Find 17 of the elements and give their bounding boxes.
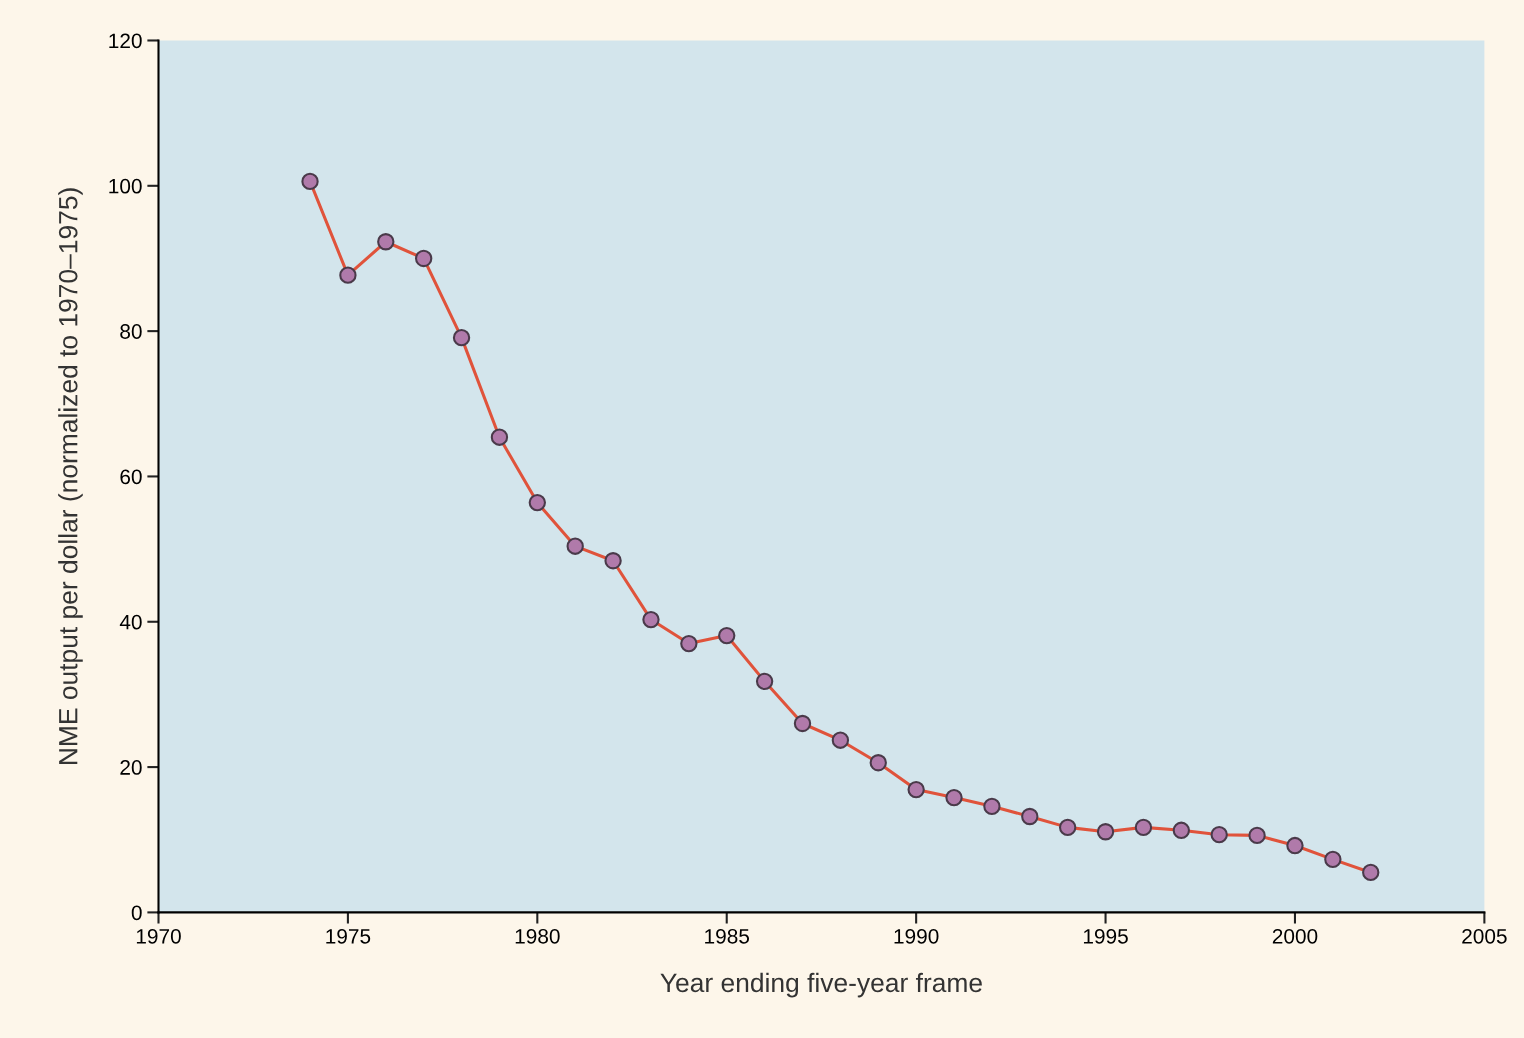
x-tick-label: 1995	[1083, 928, 1128, 944]
y-tick-label: 120	[109, 33, 142, 49]
y-tick-label: 60	[120, 469, 142, 485]
x-tick-label: 1980	[515, 928, 560, 944]
x-tick-label: 2000	[1272, 928, 1318, 944]
x-tick-label: 1970	[136, 928, 181, 944]
x-axis-title: Year ending five-year frame	[660, 972, 982, 998]
y-axis-title: NME output per dollar (normalized to 1970–1975)	[58, 188, 83, 764]
y-tick-label: 0	[131, 905, 142, 921]
y-tick-label: 100	[109, 178, 142, 194]
x-tick-label: 1985	[705, 928, 750, 944]
y-tick-label: 40	[119, 614, 142, 630]
x-tick-label: 2005	[1462, 928, 1507, 944]
x-tick-label: 1990	[894, 928, 939, 944]
x-tick-label: 1975	[326, 928, 371, 944]
y-tick-label: 80	[120, 324, 142, 339]
y-tick-label: 20	[120, 760, 142, 775]
